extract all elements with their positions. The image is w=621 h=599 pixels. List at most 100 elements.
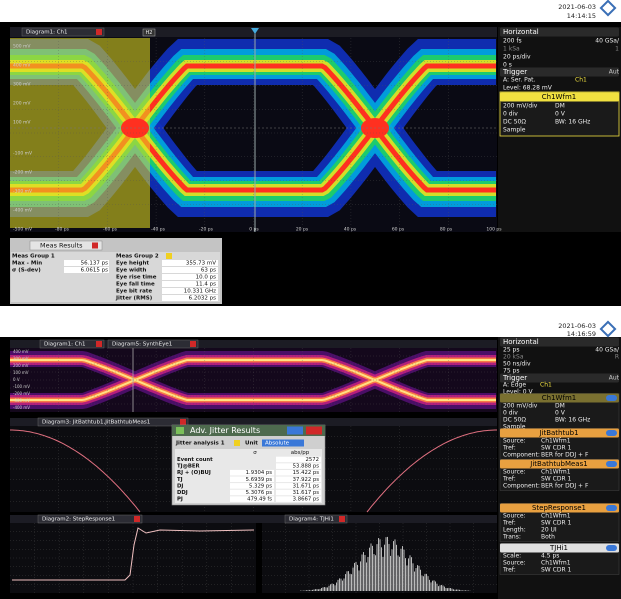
top-tab-bar bbox=[10, 27, 497, 37]
y-axis-label: -300 mV bbox=[13, 398, 30, 403]
badge-label: H2 bbox=[146, 30, 153, 36]
histogram-bar bbox=[397, 555, 399, 591]
panel-text: 50 ns/div bbox=[503, 361, 531, 368]
panel-header bbox=[500, 459, 619, 469]
column-header: σ bbox=[253, 450, 257, 456]
histogram-bar bbox=[403, 549, 405, 591]
meas-name: Eye rise time bbox=[116, 275, 157, 281]
minimize-button[interactable] bbox=[287, 426, 303, 435]
meas-value: 56.137 ps bbox=[81, 261, 108, 267]
panel-text: 0 s bbox=[503, 62, 512, 69]
histogram-bar bbox=[406, 565, 408, 591]
timestamp-date: 2021-06-03 bbox=[558, 3, 596, 11]
jitter-sigma: 479.49 fs bbox=[247, 497, 272, 503]
panel-text: SW CDR 1 bbox=[541, 476, 572, 483]
meas-name: Max - Min bbox=[12, 261, 42, 267]
close-button[interactable] bbox=[306, 426, 322, 435]
histogram-bar bbox=[405, 558, 406, 591]
histogram-bar bbox=[411, 557, 412, 591]
histogram-bar bbox=[340, 578, 342, 591]
panel-text: BW: 16 GHz bbox=[555, 119, 590, 126]
meas-value: 63 ps bbox=[201, 268, 216, 274]
value-cell bbox=[276, 456, 321, 463]
jitter-name: TJ bbox=[177, 477, 183, 483]
panel-text: Component: bbox=[503, 483, 540, 490]
dialog-header bbox=[172, 425, 325, 436]
meas-value: 10.331 GHz bbox=[184, 289, 216, 295]
y-axis-label: -300 mV bbox=[13, 189, 33, 195]
trigger-source: A: Edge bbox=[503, 382, 526, 389]
panel-text: 20 ps/div bbox=[503, 54, 531, 61]
x-axis-label: 20 ps bbox=[296, 227, 309, 233]
histogram-bar bbox=[328, 585, 330, 591]
panel-text: 40 GSa/ bbox=[595, 38, 620, 45]
meas-value: 6.2032 ps bbox=[189, 296, 216, 302]
histogram-bar bbox=[342, 580, 343, 591]
histogram-bar bbox=[369, 547, 370, 591]
histogram-bar bbox=[417, 565, 418, 591]
bathtub-curve bbox=[366, 429, 497, 513]
x-axis-label: 60 ps bbox=[392, 227, 405, 233]
meas-name: Eye width bbox=[116, 268, 147, 274]
histogram-bar bbox=[376, 544, 378, 591]
histogram-bar bbox=[307, 590, 309, 591]
panel-text: 200 fs bbox=[503, 38, 522, 45]
histogram-bar bbox=[379, 539, 381, 591]
tab bbox=[21, 27, 105, 37]
histogram-bar bbox=[451, 588, 453, 591]
panel-text: Ch1Wfm1 bbox=[541, 438, 571, 445]
panel-text: BW: 16 GHz bbox=[555, 417, 590, 424]
histogram-bar bbox=[400, 548, 402, 591]
panel-text: 20 kSa bbox=[503, 354, 524, 361]
histogram-bar bbox=[456, 589, 457, 591]
tab-label: Diagram1: Ch1 bbox=[26, 30, 68, 36]
histogram-bar bbox=[355, 561, 357, 591]
panel-text: SW CDR 1 bbox=[541, 520, 572, 527]
histogram-bar bbox=[364, 555, 366, 591]
trigger-marker bbox=[251, 28, 259, 34]
histogram-bar bbox=[393, 541, 394, 591]
analysis-label: Jitter analysis 1 bbox=[175, 441, 225, 447]
panel-text: Sample bbox=[503, 424, 526, 431]
panel-text: SW CDR 1 bbox=[541, 445, 572, 452]
histogram-bar bbox=[349, 573, 351, 591]
jitter-sigma: 5.3076 ps bbox=[246, 490, 273, 496]
panel-toggle bbox=[606, 395, 617, 401]
histogram-bar bbox=[327, 587, 328, 591]
histogram-bar bbox=[321, 588, 322, 591]
unit-dropdown[interactable] bbox=[262, 439, 304, 447]
panel-text: R bbox=[615, 354, 619, 361]
panel-header bbox=[500, 337, 619, 347]
panel-text: DC 50Ω bbox=[503, 119, 526, 126]
histogram-bar bbox=[420, 569, 421, 591]
histogram-bar bbox=[450, 588, 451, 591]
histogram-bar bbox=[319, 588, 321, 591]
histogram-bar bbox=[346, 571, 348, 591]
histogram-bar bbox=[423, 576, 424, 591]
value-cell bbox=[230, 469, 274, 476]
y-axis-label: -400 mV bbox=[13, 405, 30, 410]
histogram-bar bbox=[363, 552, 364, 591]
histogram-bar bbox=[313, 589, 315, 591]
y-axis-label: -200 mV bbox=[13, 170, 33, 176]
tab bbox=[37, 514, 143, 524]
histogram-bar bbox=[357, 564, 358, 591]
timestamp-date: 2021-06-03 bbox=[558, 322, 596, 330]
panel-text: Source: bbox=[503, 513, 526, 520]
panel-header bbox=[500, 503, 619, 513]
value-cell bbox=[162, 267, 218, 273]
histogram-bar bbox=[453, 589, 454, 591]
histogram-bar bbox=[439, 585, 441, 591]
x-axis-label: -80 ps bbox=[55, 227, 70, 233]
histogram-bar bbox=[432, 580, 433, 591]
jitter-name: DJ bbox=[177, 483, 183, 489]
histogram-bar bbox=[445, 587, 447, 591]
panel-title: TJHi1 bbox=[549, 544, 568, 552]
panel-toggle bbox=[606, 461, 617, 467]
panel-header bbox=[500, 27, 619, 37]
panel-title: Trigger bbox=[502, 374, 527, 382]
logo bbox=[599, 320, 617, 338]
value-cell bbox=[230, 483, 274, 489]
y-axis-label: 200 mV bbox=[13, 101, 31, 107]
